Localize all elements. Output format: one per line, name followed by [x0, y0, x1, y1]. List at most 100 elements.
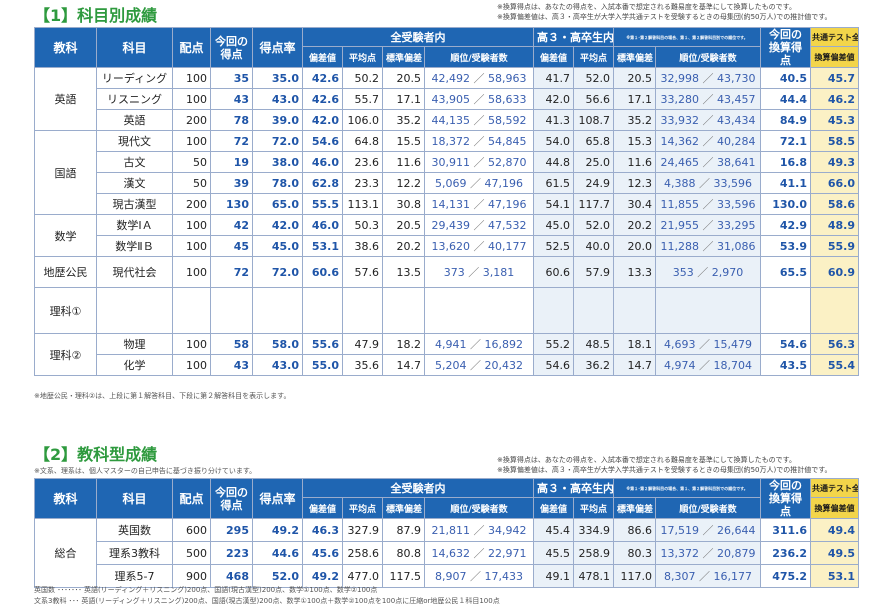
deviation-cell: 42.0 [302, 109, 343, 131]
header-haiten: 配点 [172, 27, 211, 68]
rank-value: 5,204 [435, 359, 467, 372]
total2-value: 18,704 [713, 359, 753, 372]
kansan-deviation-cell: 46.2 [810, 88, 859, 110]
kansan-deviation-cell: 48.9 [810, 214, 859, 236]
score-cell: 78 [210, 109, 253, 131]
subject-name: 理系3教科 [96, 541, 173, 565]
rank2-value: 21,955 [660, 219, 700, 232]
kansan-deviation-cell: 55.9 [810, 235, 859, 257]
rank2-separator: ／ [702, 114, 714, 127]
haiten-cell: 100 [172, 88, 211, 110]
header-kansan-tokuten: 今回の換算得点 [760, 27, 811, 68]
kansan-score-cell: 236.2 [760, 541, 811, 565]
stddev2-cell: 12.3 [613, 172, 656, 194]
stddev-cell: 87.9 [382, 518, 425, 542]
rank2-cell: 13,372 ／ 20,879 [655, 541, 761, 565]
subject-name: 化学 [96, 354, 173, 376]
header-hensachi-2: 偏差値 [533, 46, 574, 68]
average-cell: 55.7 [342, 88, 383, 110]
total2-value: 20,879 [717, 547, 756, 560]
table-row: 理系5-7 900 468 52.0 49.2 477.0 117.5 8,90… [35, 564, 859, 588]
rank-cell: 4,941 ／ 16,892 [424, 333, 534, 355]
deviation2-cell: 54.0 [533, 130, 574, 152]
table-row: 理科① [34, 287, 859, 334]
subject-table-header: 教科 科目 配点 今回の得点 得点率 全受験者内 高３・高卒生内 ※第１･第２解… [34, 26, 859, 68]
stddev2-cell: 11.6 [613, 151, 656, 173]
rank2-cell: 17,519 ／ 26,644 [655, 518, 761, 542]
rank-value: 43,905 [431, 93, 471, 106]
group-label: 地歴公民 [34, 256, 97, 288]
stddev2-cell: 20.5 [613, 67, 656, 89]
header-juni: 順位/受験者数 [424, 497, 534, 519]
group-label: 理科① [34, 287, 97, 334]
rate-cell: 44.6 [252, 541, 303, 565]
stddev2-cell: 20.2 [613, 214, 656, 236]
deviation-cell: 62.8 [302, 172, 343, 194]
rank2-value: 33,280 [660, 93, 700, 106]
rate-cell: 43.0 [252, 354, 303, 376]
kansan-score-cell: 84.9 [760, 109, 811, 131]
kansan-deviation-cell: 55.4 [810, 354, 859, 376]
rank2-cell: 4,388 ／ 33,596 [655, 172, 761, 194]
rate-cell: 38.0 [252, 151, 303, 173]
score-cell: 39 [210, 172, 253, 194]
score-cell: 43 [210, 354, 253, 376]
deviation-cell: 46.3 [302, 518, 343, 542]
rank2-separator: ／ [702, 72, 714, 85]
subject-name [96, 287, 173, 334]
stddev2-cell: 117.0 [613, 564, 656, 588]
group-label: 理科② [34, 333, 97, 376]
average-cell: 106.0 [342, 109, 383, 131]
stddev2-cell: 35.2 [613, 109, 656, 131]
header-zen-group: 全受験者内 [302, 26, 534, 48]
haiten-cell: 100 [172, 256, 211, 288]
stddev-cell: 11.6 [382, 151, 425, 173]
deviation-cell: 55.5 [302, 193, 343, 215]
total2-value: 43,730 [717, 72, 756, 85]
rank2-separator: ／ [697, 266, 709, 279]
total-value: 40,177 [488, 240, 527, 253]
rank2-cell: 21,955 ／ 33,295 [655, 214, 761, 236]
rank-cell: 21,811 ／ 34,942 [424, 518, 534, 542]
total-value: 52,870 [488, 156, 527, 169]
total2-value: 16,177 [713, 570, 753, 583]
rank-cell: 5,069 ／ 47,196 [424, 172, 534, 194]
rank-value: 29,439 [431, 219, 471, 232]
group-label: 総合 [34, 518, 97, 588]
subject-name: リスニング [96, 88, 173, 110]
header-kou3-group: 高３・高卒生内 [533, 477, 614, 499]
rank2-cell: 14,362 ／ 40,284 [655, 130, 761, 152]
stddev-cell: 30.8 [382, 193, 425, 215]
stddev-cell: 35.2 [382, 109, 425, 131]
rank-value: 4,941 [435, 338, 467, 351]
haiten-cell: 100 [172, 333, 211, 355]
table-row: 数学ⅡＢ 100 45 45.0 53.1 38.6 20.2 13,620 ／… [35, 235, 859, 257]
rank2-separator: ／ [699, 359, 710, 372]
section2-note-2: ※換算偏差値は、高３・高卒生が大学入学共通テストを受験するときの母集団(約50万… [497, 465, 832, 474]
stddev-cell: 14.7 [382, 354, 425, 376]
average-cell: 23.6 [342, 151, 383, 173]
deviation2-cell: 45.0 [533, 214, 574, 236]
table-row: 現古漢型 200 130 65.0 55.5 113.1 30.8 14,131… [35, 193, 859, 215]
average-cell: 258.6 [342, 541, 383, 565]
stddev-cell: 12.2 [382, 172, 425, 194]
kansan-deviation-cell: 49.4 [810, 518, 859, 542]
kansan-score-cell: 65.5 [760, 256, 811, 288]
rank-cell: 14,632 ／ 22,971 [424, 541, 534, 565]
rank-value: 42,492 [431, 72, 471, 85]
section1-note-1: ※換算得点は、あなたの得点を、入試本番で想定される難易度を基準にして換算したもの… [497, 3, 796, 11]
score-cell: 223 [210, 541, 253, 565]
header-konkai-tokuten: 今回の得点 [210, 27, 253, 68]
score-cell: 42 [210, 214, 253, 236]
subject-name: 数学ⅡＢ [96, 235, 173, 257]
rate-cell: 52.0 [252, 564, 303, 588]
header-hyoujun: 標準偏差 [382, 497, 425, 519]
rank-separator: ／ [470, 177, 481, 190]
kansan-deviation-cell: 45.3 [810, 109, 859, 131]
deviation-cell [302, 287, 343, 334]
subject-name: 理系5-7 [96, 564, 173, 588]
deviation2-cell: 61.5 [533, 172, 574, 194]
total-value: 22,971 [488, 547, 527, 560]
header-juni: 順位/受験者数 [424, 46, 534, 68]
total-value: 58,963 [488, 72, 527, 85]
